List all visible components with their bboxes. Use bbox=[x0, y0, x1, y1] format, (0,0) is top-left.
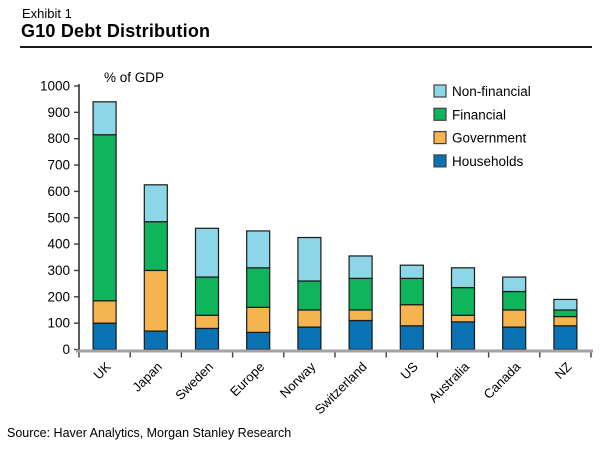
bar-segment-japan-households bbox=[143, 330, 168, 351]
x-axis-label-japan: Japan bbox=[129, 359, 165, 395]
bar-segment-switzerland-financial bbox=[348, 277, 373, 311]
bar-segment-uk-households bbox=[92, 322, 117, 351]
legend-label-financial: Financial bbox=[452, 107, 506, 122]
unit-label: % of GDP bbox=[104, 70, 164, 85]
bar-segment-canada-financial bbox=[502, 290, 527, 311]
legend-label-government: Government bbox=[452, 131, 527, 146]
bar-segment-australia-non-financial bbox=[450, 267, 476, 289]
bar-segment-europe-non-financial bbox=[246, 230, 271, 269]
bar-segment-australia-households bbox=[450, 321, 476, 351]
bar-segment-europe-financial bbox=[246, 267, 271, 308]
source-note: Source: Haver Analytics, Morgan Stanley … bbox=[7, 426, 292, 440]
bar-segment-norway-households bbox=[297, 326, 322, 351]
bar-segment-canada-government bbox=[502, 309, 527, 328]
bar-segment-sweden-government bbox=[194, 314, 220, 330]
bar-segment-nz-non-financial bbox=[553, 298, 578, 311]
y-axis-tick-label: 200 bbox=[47, 289, 70, 304]
bar-segment-us-non-financial bbox=[399, 264, 424, 279]
bar-segment-us-government bbox=[399, 304, 424, 327]
title-rule bbox=[20, 46, 592, 48]
bar-segment-sweden-households bbox=[194, 327, 220, 351]
x-axis-label-uk: UK bbox=[90, 359, 114, 383]
bar-segment-norway-financial bbox=[297, 280, 322, 311]
legend-swatch-financial bbox=[433, 107, 447, 121]
x-axis-label-canada: Canada bbox=[481, 358, 524, 401]
y-axis-tick-label: 1000 bbox=[40, 79, 70, 94]
x-axis-label-norway: Norway bbox=[277, 359, 319, 401]
bar-segment-canada-non-financial bbox=[502, 276, 527, 293]
x-axis-label-australia: Australia bbox=[426, 358, 473, 405]
bar-segment-uk-financial bbox=[92, 134, 117, 302]
bar-segment-europe-government bbox=[246, 306, 271, 333]
legend-swatch-households bbox=[433, 154, 447, 168]
bar-segment-norway-government bbox=[297, 309, 322, 328]
bar-segment-australia-financial bbox=[450, 286, 476, 316]
legend-label-non-financial: Non-financial bbox=[452, 84, 531, 99]
x-axis-label-us: US bbox=[398, 359, 422, 383]
y-axis-tick-label: 0 bbox=[62, 342, 70, 357]
x-axis-label-sweden: Sweden bbox=[172, 359, 216, 403]
stacked-bar-chart: 0 100 200 300 400 500 600 700 800 900 1000 % of GDP… bbox=[40, 70, 593, 417]
y-axis-tick-label: 400 bbox=[47, 237, 70, 252]
bar-segment-canada-households bbox=[502, 326, 527, 351]
bar-segment-sweden-financial bbox=[194, 276, 220, 316]
legend-label-households: Households bbox=[452, 154, 524, 169]
bar-segment-us-households bbox=[399, 325, 424, 351]
bar-segment-japan-non-financial bbox=[143, 184, 168, 223]
bar-segment-norway-non-financial bbox=[297, 236, 322, 282]
y-axis-tick-label: 800 bbox=[47, 131, 70, 146]
legend-swatch-government bbox=[433, 130, 447, 145]
x-axis-label-nz: NZ bbox=[552, 359, 575, 382]
x-axis-label-europe: Europe bbox=[227, 359, 267, 399]
page-title: G10 Debt Distribution bbox=[21, 21, 211, 41]
bar-segment-nz-financial bbox=[553, 309, 578, 318]
bar-segment-switzerland-households bbox=[348, 319, 373, 351]
bar-segment-switzerland-government bbox=[348, 309, 373, 322]
bar-segment-nz-government bbox=[553, 315, 578, 327]
bar-segment-sweden-non-financial bbox=[194, 227, 220, 278]
y-axis-tick-label: 900 bbox=[47, 105, 70, 120]
exhibit-label: Exhibit 1 bbox=[22, 6, 72, 21]
bar-segment-europe-households bbox=[246, 331, 271, 351]
bar-segment-japan-financial bbox=[143, 221, 168, 272]
bar-segment-australia-government bbox=[450, 314, 476, 323]
bar-segment-uk-non-financial bbox=[92, 101, 117, 136]
y-axis-tick-label: 700 bbox=[47, 158, 70, 173]
bar-segment-nz-households bbox=[553, 325, 578, 351]
y-axis-tick-label: 300 bbox=[47, 263, 70, 278]
y-axis-tick-label: 100 bbox=[47, 316, 70, 331]
x-axis-label-switzerland: Switzerland bbox=[312, 359, 370, 417]
bar-segment-us-financial bbox=[399, 277, 424, 306]
bar-segment-switzerland-non-financial bbox=[348, 255, 373, 279]
legend-swatch-non-financial bbox=[433, 84, 447, 98]
y-axis-tick-label: 600 bbox=[47, 184, 70, 199]
bar-segment-japan-government bbox=[143, 269, 168, 332]
bar-segment-uk-government bbox=[92, 300, 117, 324]
y-axis-tick-label: 500 bbox=[47, 210, 70, 225]
